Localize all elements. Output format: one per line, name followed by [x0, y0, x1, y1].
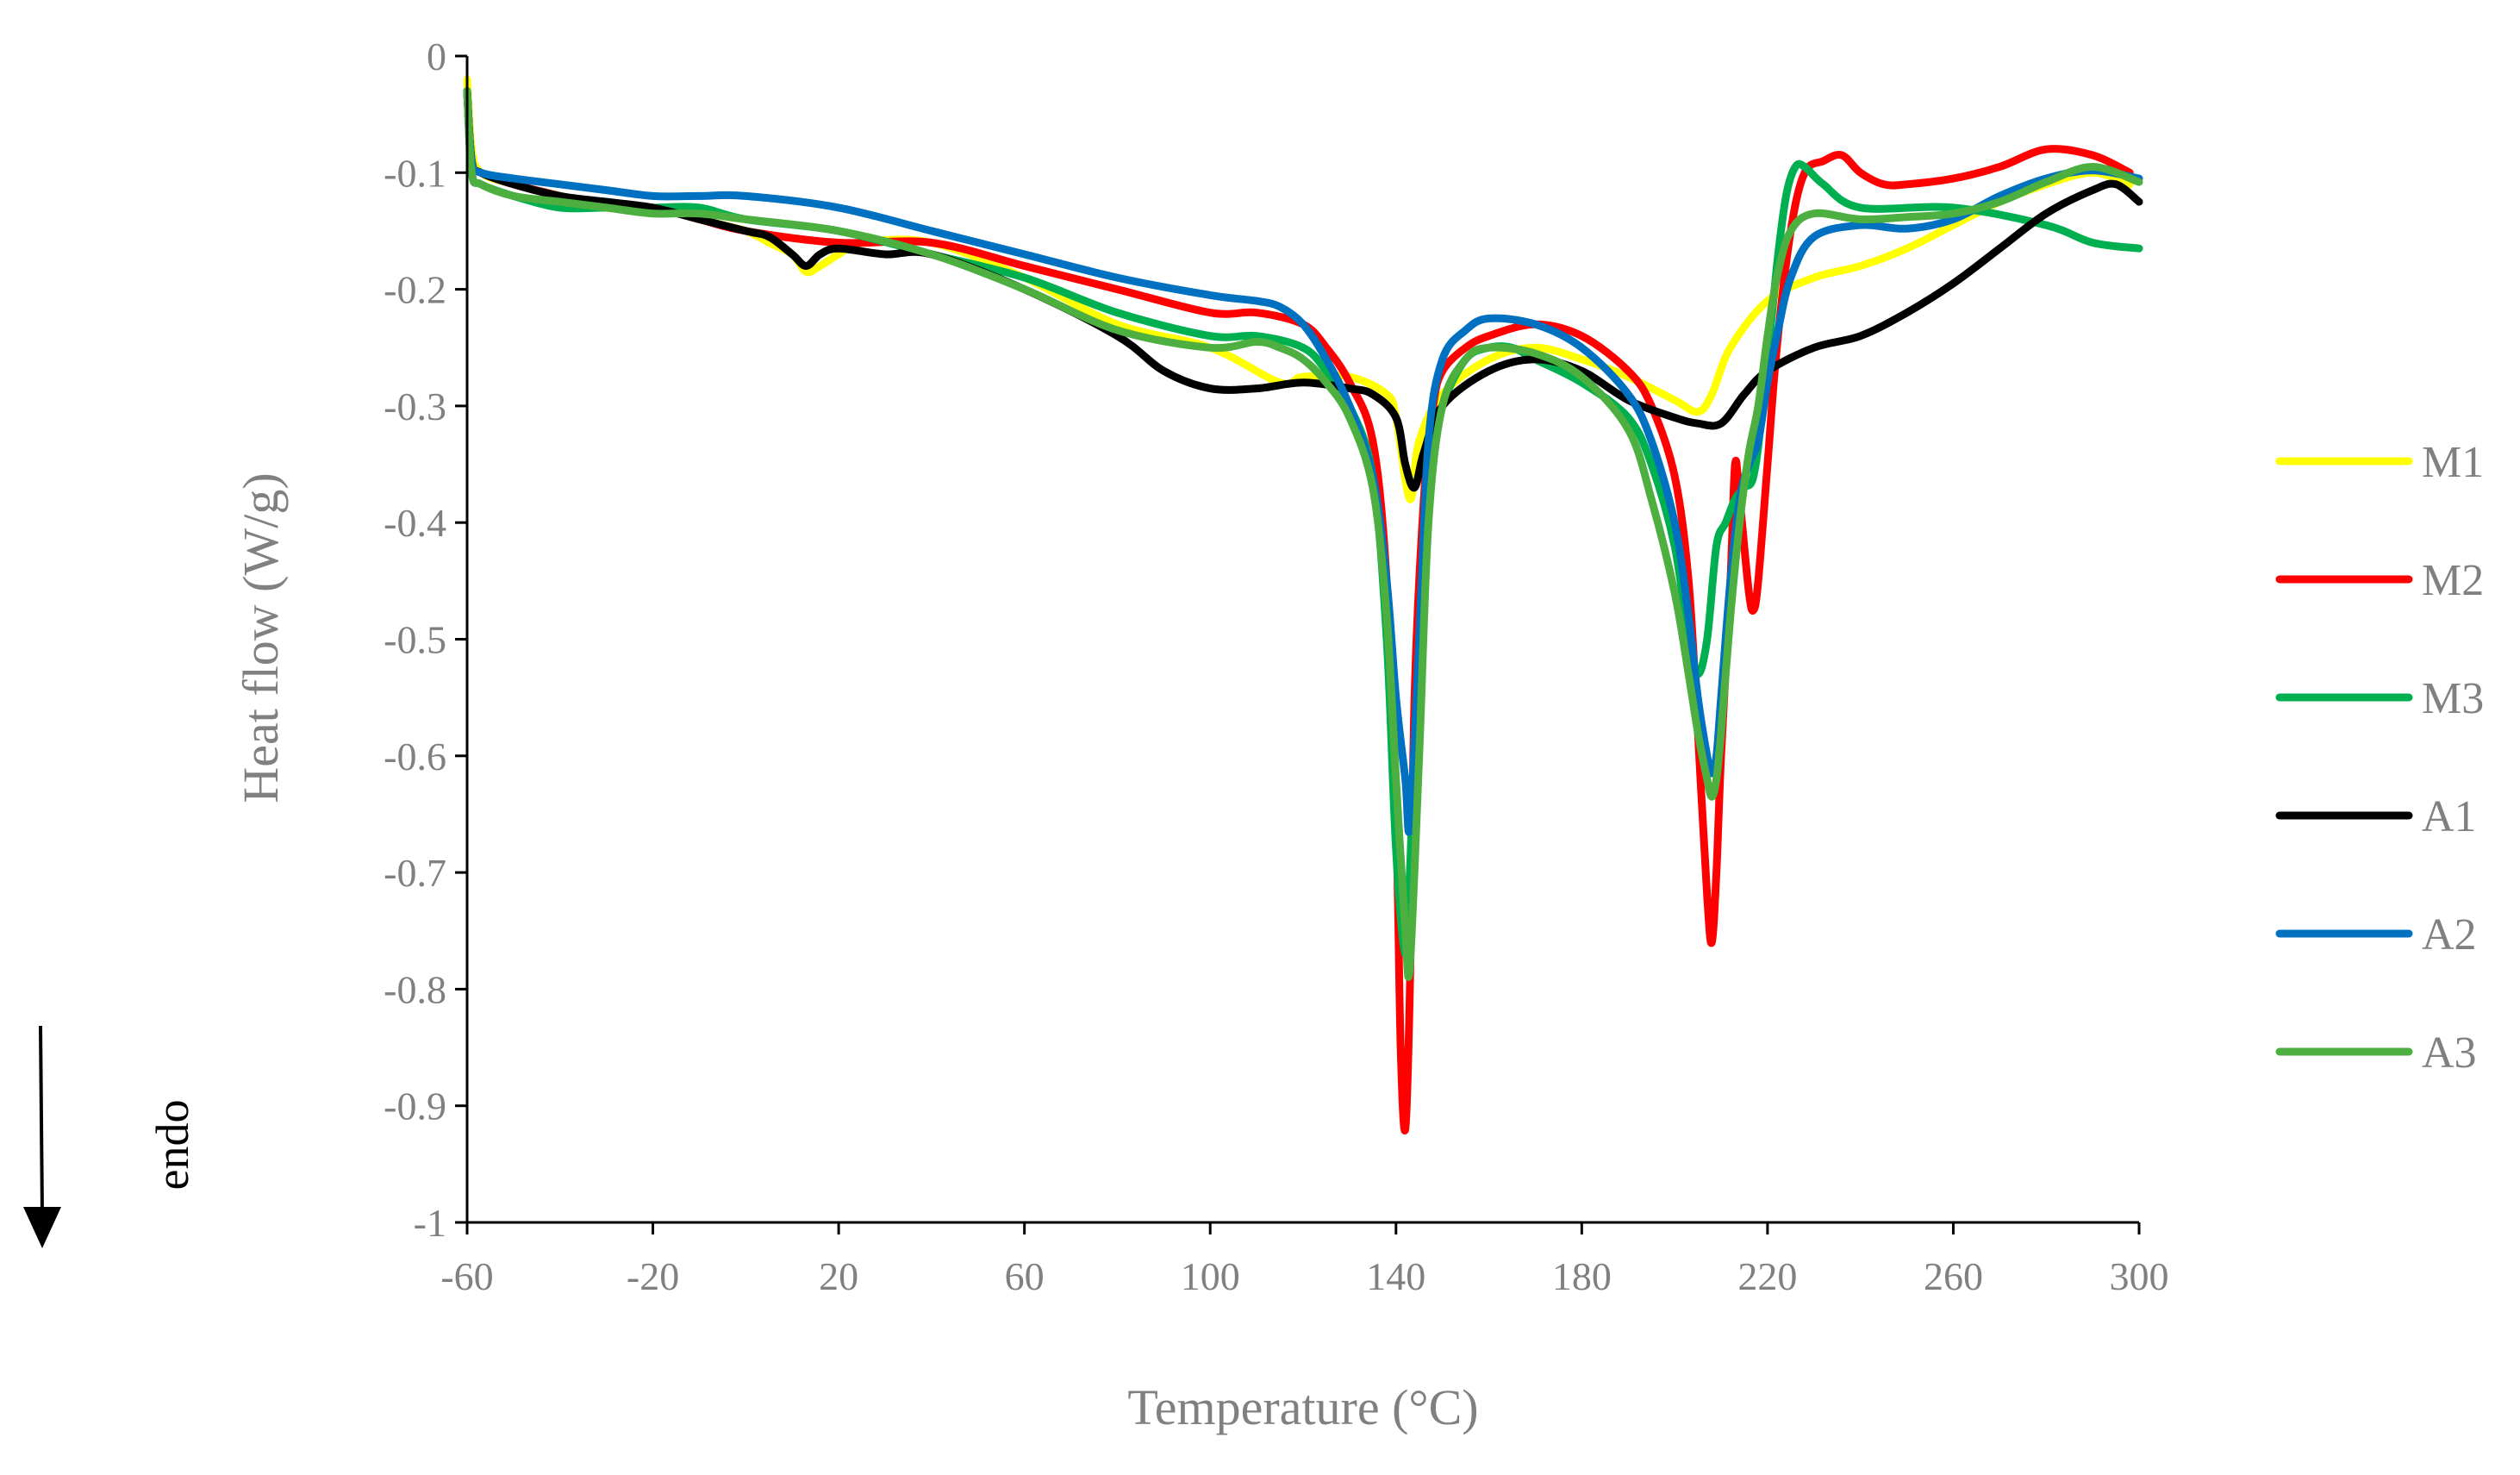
x-tick-label: 20: [819, 1254, 858, 1298]
x-tick-label: 260: [1924, 1254, 1983, 1298]
y-tick-label: -0.2: [384, 268, 446, 312]
series-line-a2: [463, 87, 2143, 836]
series-line-a3: [463, 87, 2143, 981]
legend-label: M3: [2422, 674, 2484, 723]
legend-item-a1: A1: [2275, 792, 2477, 841]
y-tick-label: -0.6: [384, 734, 446, 778]
series-layer: [463, 75, 2143, 1134]
legend-label: A2: [2422, 910, 2477, 959]
y-tick-label: -0.3: [384, 384, 446, 428]
endo-annotation: endo: [23, 1025, 198, 1248]
legend-label: A1: [2422, 792, 2477, 841]
legend-item-a2: A2: [2275, 910, 2477, 959]
legend-item-a3: A3: [2275, 1028, 2477, 1078]
y-axis-title: Heat flow (W/g): [233, 472, 289, 803]
y-tick-label: -0.8: [384, 967, 446, 1011]
x-tick-label: -60: [440, 1254, 493, 1298]
y-tick-label: -0.7: [384, 851, 446, 895]
x-axis-title: Temperature (°C): [1127, 1379, 1478, 1435]
x-tick-label: 220: [1737, 1254, 1797, 1298]
y-tick-label: -1: [414, 1201, 446, 1245]
legend-item-m3: M3: [2275, 674, 2484, 723]
x-tick-label: 140: [1366, 1254, 1425, 1298]
legend-label: M1: [2422, 438, 2484, 487]
x-tick-label: -20: [627, 1254, 679, 1298]
legend: M1 M2 M3 A1 A2 A3: [2275, 438, 2484, 1078]
y-tick-label: -0.9: [384, 1084, 446, 1128]
x-tick-label: 300: [2110, 1254, 2169, 1298]
x-tick-label: 60: [1005, 1254, 1045, 1298]
endo-arrow-head-icon: [23, 1207, 61, 1248]
legend-label: A3: [2422, 1028, 2477, 1078]
legend-label: M2: [2422, 556, 2484, 605]
endo-label: endo: [147, 1100, 198, 1191]
y-tick-label: -0.4: [384, 501, 446, 545]
y-tick-label: -0.5: [384, 618, 446, 662]
x-tick-label: 180: [1552, 1254, 1612, 1298]
y-tick-label: 0: [427, 34, 446, 78]
legend-item-m1: M1: [2275, 438, 2484, 487]
legend-item-m2: M2: [2275, 556, 2484, 605]
x-tick-label: 100: [1181, 1254, 1240, 1298]
series-line-a1: [463, 87, 2143, 492]
endo-arrow-shaft: [39, 1025, 44, 1215]
y-tick-label: -0.1: [384, 151, 446, 195]
x-ticks: -60 -20 20 60 100 140 180 220 260 300: [440, 1222, 2169, 1298]
y-ticks: 0 -0.1 -0.2 -0.3 -0.4 -0.5 -0.6 -0.7 -0.8 -0.9 -1: [384, 34, 467, 1245]
